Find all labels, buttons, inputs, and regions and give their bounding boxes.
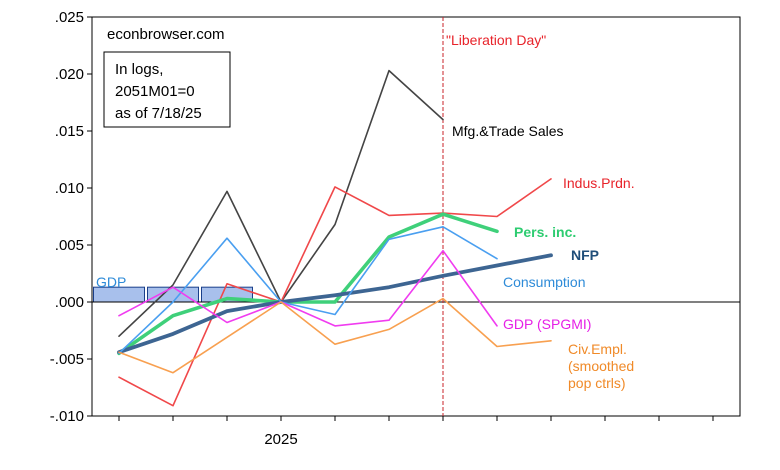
- y-tick-label: -.010: [50, 408, 84, 425]
- series-label-1: Indus.Prdn.: [563, 175, 635, 191]
- series-line-2: [117, 212, 499, 356]
- series-label-7: GDP: [96, 274, 126, 290]
- event-label: "Liberation Day": [446, 32, 546, 48]
- y-tick-label: .025: [55, 9, 84, 26]
- series-label-4: Consumption: [503, 274, 586, 290]
- series-line-4: [118, 226, 498, 355]
- y-tick-label: .010: [55, 180, 84, 197]
- series-label-6-line-2: pop ctrls): [568, 375, 626, 391]
- series-label-6-line-1: (smoothed: [568, 358, 634, 374]
- note-line-3: as of 7/18/25: [115, 105, 202, 122]
- series-labels: Mfg.&Trade Sales Indus.Prdn. Pers. inc. NFP…: [96, 123, 635, 391]
- y-tick-label: .020: [55, 66, 84, 83]
- note-box: In logs, 2051M01=0 as of 7/18/25: [103, 51, 231, 128]
- x-axis: 2025: [118, 416, 714, 448]
- series-label-2: Pers. inc.: [514, 224, 576, 240]
- source-label: econbrowser.com: [107, 26, 225, 43]
- series-line-5: [118, 249, 498, 327]
- note-box-frame: [103, 51, 231, 128]
- series-label-5: GDP (SPGMI): [503, 316, 591, 332]
- series-label-6: Civ.Empl.: [568, 341, 627, 357]
- note-line-2: 2051M01=0: [115, 83, 195, 100]
- series-label-3: NFP: [571, 247, 599, 263]
- series-label-0: Mfg.&Trade Sales: [452, 123, 564, 139]
- series-line-1: [118, 178, 552, 407]
- y-tick-label: .000: [55, 294, 84, 311]
- series-line-3: [117, 253, 553, 355]
- note-line-1: In logs,: [115, 61, 163, 78]
- y-tick-label: .015: [55, 123, 84, 140]
- y-tick-label: -.005: [50, 351, 84, 368]
- y-tick-label: .005: [55, 237, 84, 254]
- y-axis: .025 .020 .015 .010 .005 .000 -.005 -.010: [50, 9, 92, 425]
- plot-frame: [91, 16, 741, 417]
- series-line-6: [118, 297, 552, 374]
- series-layer: [117, 69, 553, 407]
- x-tick-label: 2025: [264, 431, 297, 448]
